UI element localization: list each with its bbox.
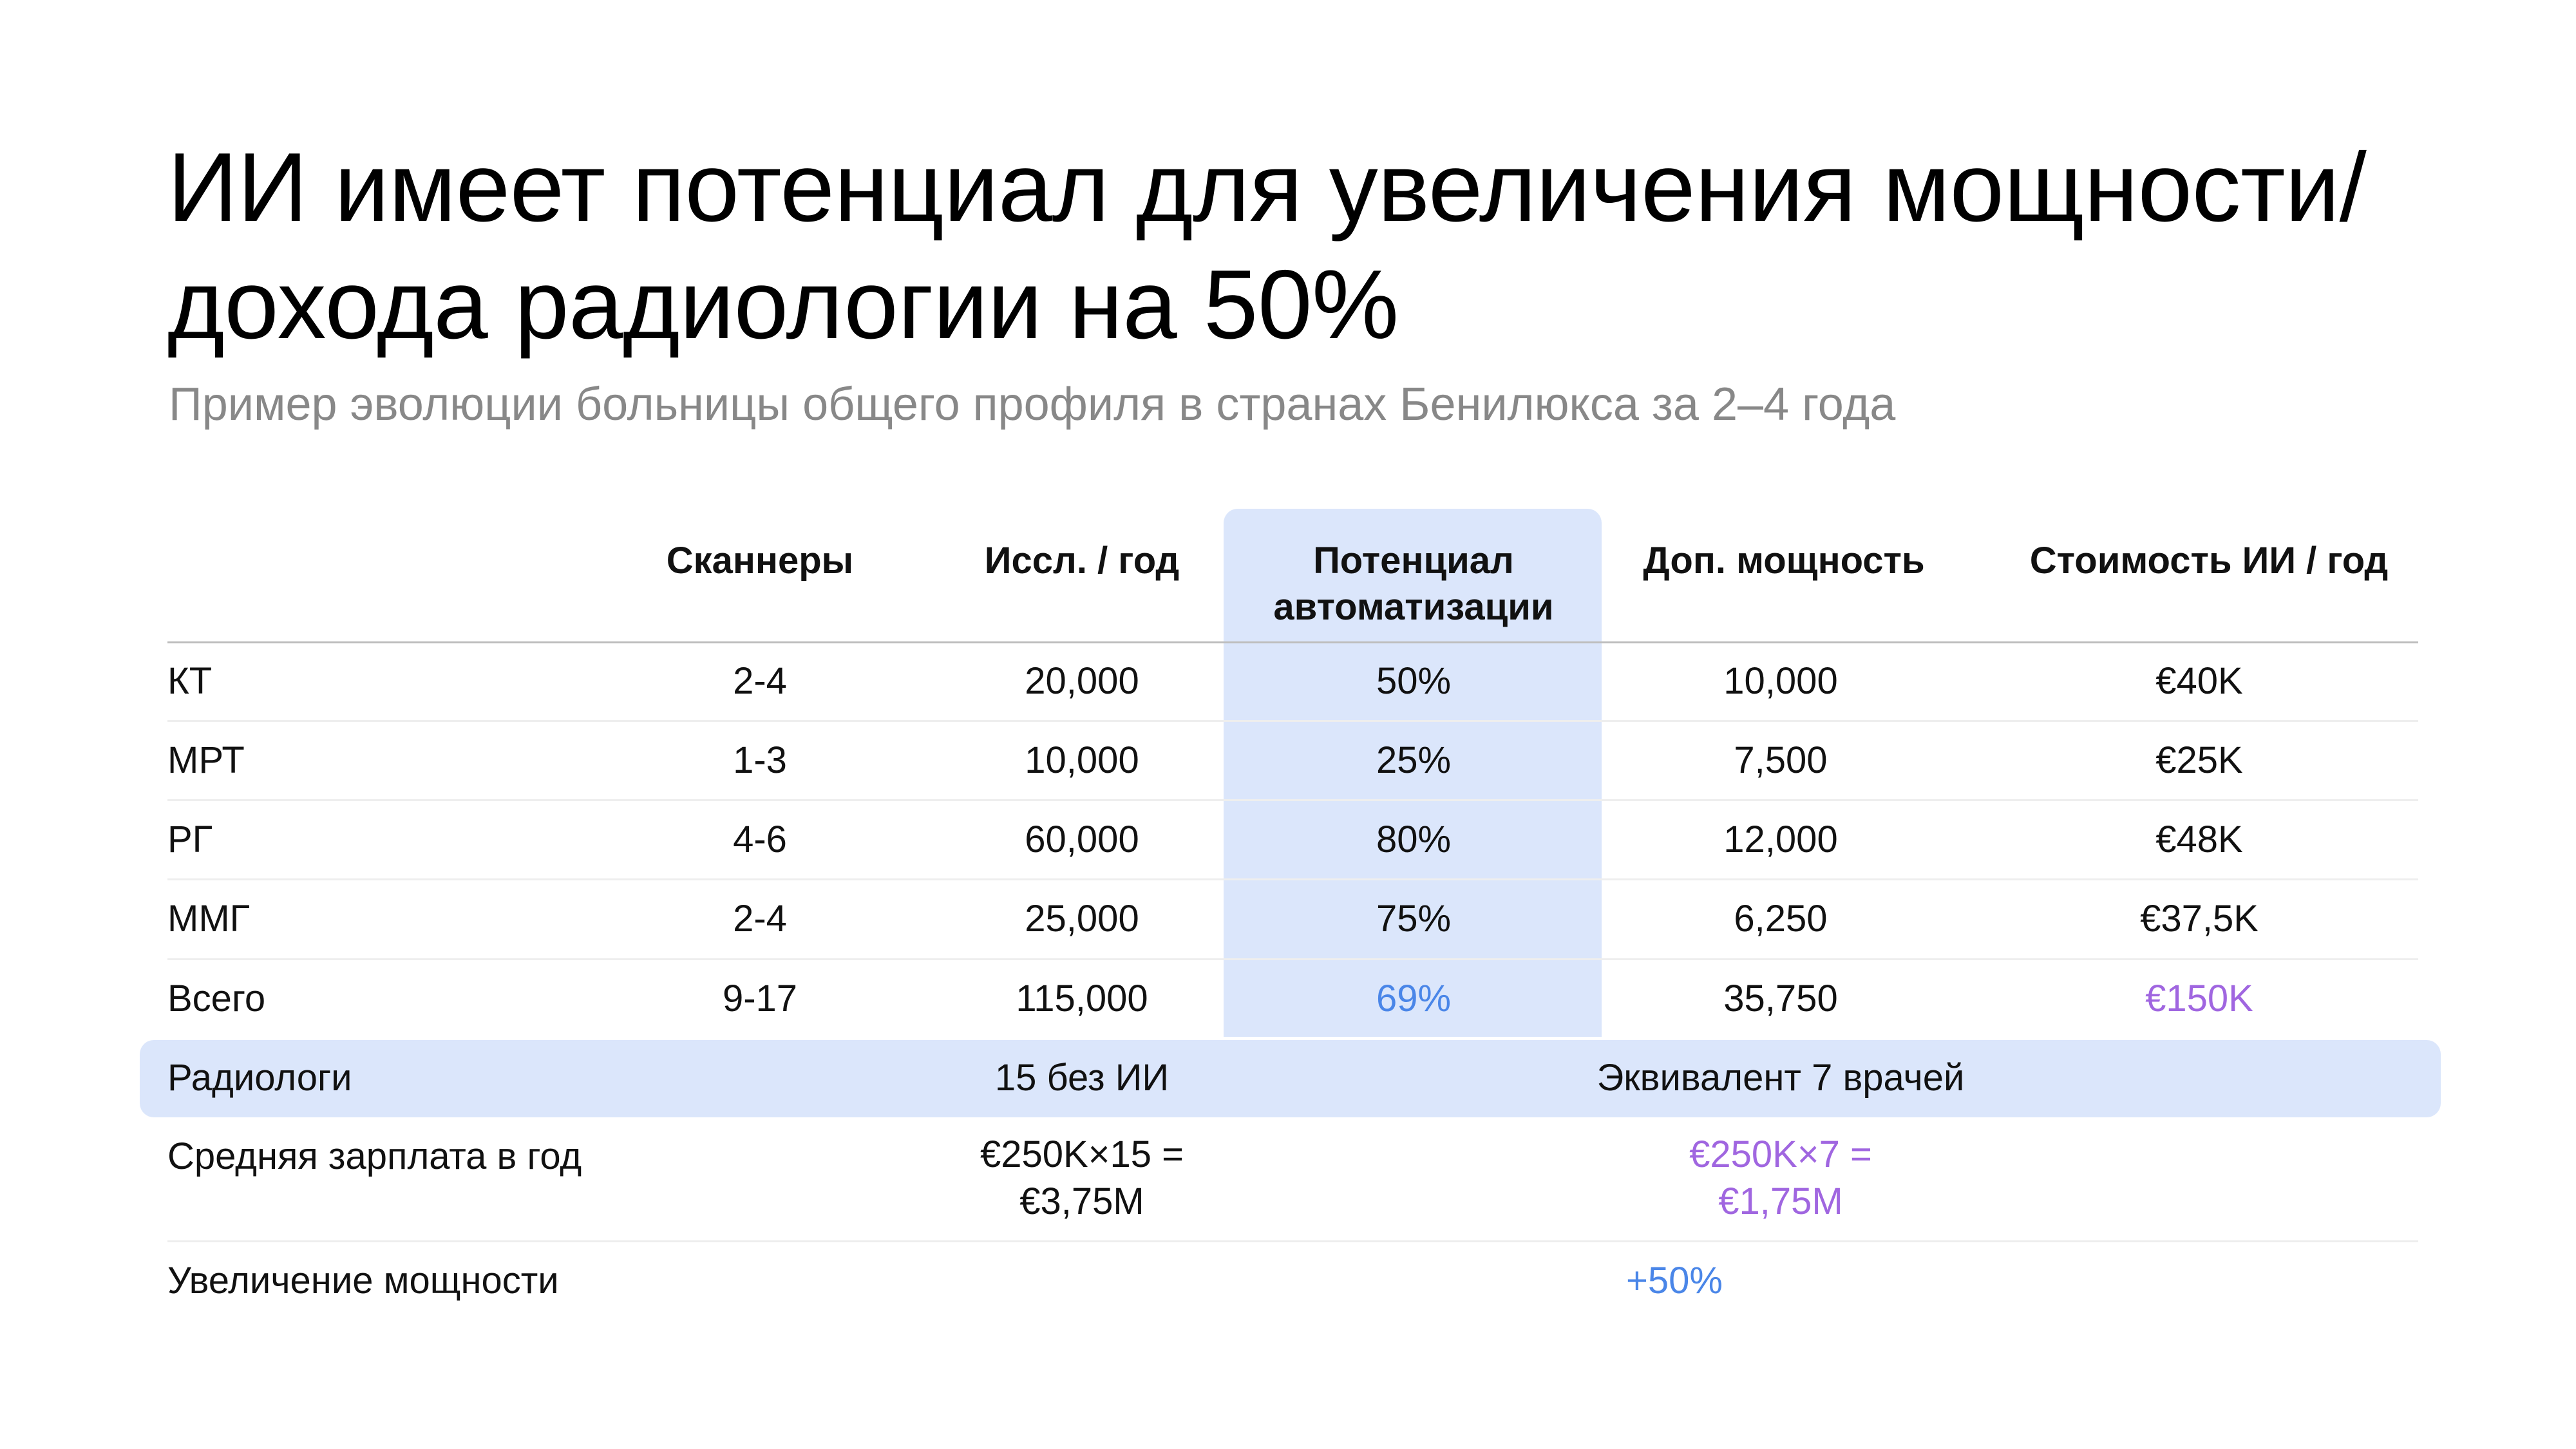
row-label: Всего <box>167 978 266 1019</box>
row-label: МРТ <box>167 739 245 781</box>
cell-automation-total: 69% <box>1376 978 1452 1019</box>
cell-automation: 50% <box>1376 660 1452 702</box>
radiologists-without-ai: 15 без ИИ <box>994 1057 1170 1099</box>
row-label: КТ <box>167 660 213 702</box>
cell-ai-cost: €48K <box>2155 819 2243 860</box>
cell-capacity: 6,250 <box>1734 898 1828 940</box>
row-label: ММГ <box>167 898 251 940</box>
row-label: РГ <box>167 819 213 860</box>
cell-ai-cost: €25K <box>2155 739 2243 781</box>
row-label: Увеличение мощности <box>167 1260 559 1302</box>
row-divider <box>167 878 2418 880</box>
page-subtitle: Пример эволюции больницы общего профиля … <box>169 379 1896 430</box>
cell-studies: 115,000 <box>1016 978 1148 1019</box>
header-divider <box>167 641 2418 643</box>
header-scanners: Сканнеры <box>666 540 854 582</box>
radiologists-equivalent: Эквивалент 7 врачей <box>1596 1057 1965 1099</box>
cell-scanners: 2-4 <box>733 898 787 940</box>
cell-scanners: 1-3 <box>733 739 787 781</box>
row-label: Средняя зарплата в год <box>167 1135 582 1177</box>
cell-capacity: 12,000 <box>1723 819 1838 860</box>
header-ai-cost-per-year: Стоимость ИИ / год <box>2029 540 2389 582</box>
cell-capacity: 7,500 <box>1734 739 1828 781</box>
header-automation-potential: Потенциал автоматизации <box>1273 540 1554 628</box>
cell-studies: 25,000 <box>1025 898 1139 940</box>
row-divider <box>167 720 2418 722</box>
salary-with-ai-line1: €250K×7 = <box>1689 1133 1872 1175</box>
row-divider <box>167 958 2418 960</box>
salary-with-ai-line2: €1,75M <box>1718 1180 1843 1222</box>
cell-capacity: 10,000 <box>1723 660 1838 702</box>
cell-automation: 80% <box>1376 819 1452 860</box>
cell-scanners: 4-6 <box>733 819 787 860</box>
salary-without-ai-line2: €3,75M <box>1019 1180 1144 1222</box>
page-title: ИИ имеет потенциал для увеличения мощнос… <box>167 133 2367 359</box>
cell-capacity: 35,750 <box>1723 978 1838 1019</box>
cell-scanners: 9-17 <box>722 978 798 1019</box>
header-studies-per-year: Иссл. / год <box>984 540 1180 582</box>
salary-without-ai-line1: €250K×15 = <box>980 1133 1184 1175</box>
cell-studies: 60,000 <box>1025 819 1139 860</box>
row-label: Радиологи <box>167 1057 352 1099</box>
cell-studies: 10,000 <box>1025 739 1139 781</box>
cell-automation: 75% <box>1376 898 1452 940</box>
cell-ai-cost-total: €150K <box>2145 978 2253 1019</box>
cell-ai-cost: €40K <box>2155 660 2243 702</box>
capacity-increase-value: +50% <box>1626 1260 1723 1302</box>
automation-column-highlight <box>1224 509 1602 1037</box>
header-additional-capacity: Доп. мощность <box>1643 540 1925 582</box>
cell-automation: 25% <box>1376 739 1452 781</box>
cell-ai-cost: €37,5K <box>2140 898 2259 940</box>
cell-studies: 20,000 <box>1025 660 1139 702</box>
row-divider <box>167 1240 2418 1242</box>
cell-scanners: 2-4 <box>733 660 787 702</box>
row-divider <box>167 799 2418 801</box>
radiologists-row-highlight <box>140 1040 2441 1117</box>
